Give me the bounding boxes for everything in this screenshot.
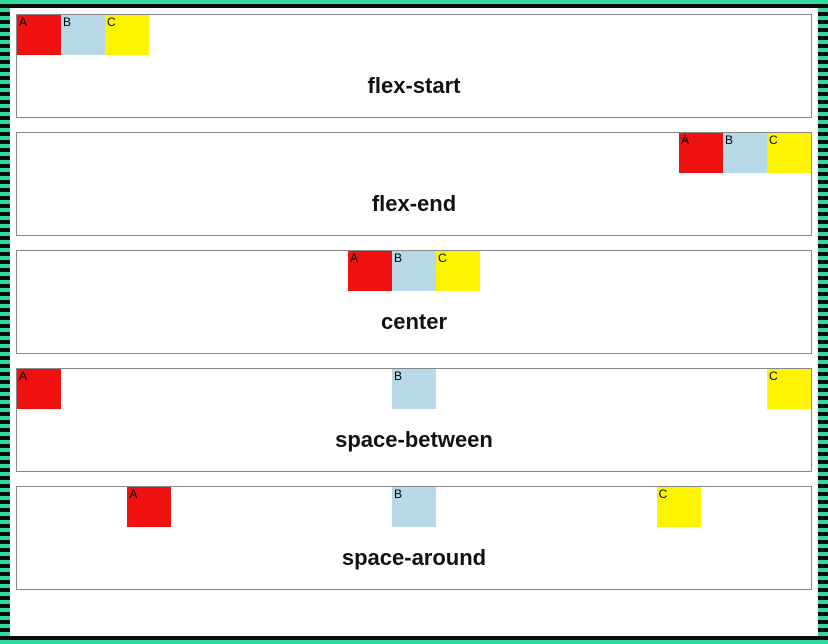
box-c: C (657, 487, 701, 527)
box-a: A (127, 487, 171, 527)
box-b: B (392, 487, 436, 527)
caption-space-around: space-around (17, 527, 811, 589)
box-b: B (723, 133, 767, 173)
demo-flex-start: A B C flex-start (16, 14, 812, 118)
caption-flex-end: flex-end (17, 173, 811, 235)
demo-canvas: A B C flex-start A B C flex-end A B C ce… (10, 8, 818, 636)
flex-row: A B C (17, 369, 811, 409)
box-b: B (392, 251, 436, 291)
demo-space-between: A B C space-between (16, 368, 812, 472)
box-a: A (348, 251, 392, 291)
box-a: A (17, 15, 61, 55)
box-b: B (61, 15, 105, 55)
box-c: C (105, 15, 149, 55)
box-a: A (679, 133, 723, 173)
caption-flex-start: flex-start (17, 55, 811, 117)
demo-flex-end: A B C flex-end (16, 132, 812, 236)
flex-row: A B C (17, 15, 811, 55)
demo-space-around: A B C space-around (16, 486, 812, 590)
flex-row: A B C (17, 133, 811, 173)
box-a: A (17, 369, 61, 409)
demo-center: A B C center (16, 250, 812, 354)
caption-center: center (17, 291, 811, 353)
striped-background: A B C flex-start A B C flex-end A B C ce… (0, 0, 828, 644)
box-c: C (436, 251, 480, 291)
flex-row: A B C (17, 487, 811, 527)
box-c: C (767, 133, 811, 173)
box-c: C (767, 369, 811, 409)
caption-space-between: space-between (17, 409, 811, 471)
flex-row: A B C (17, 251, 811, 291)
box-b: B (392, 369, 436, 409)
